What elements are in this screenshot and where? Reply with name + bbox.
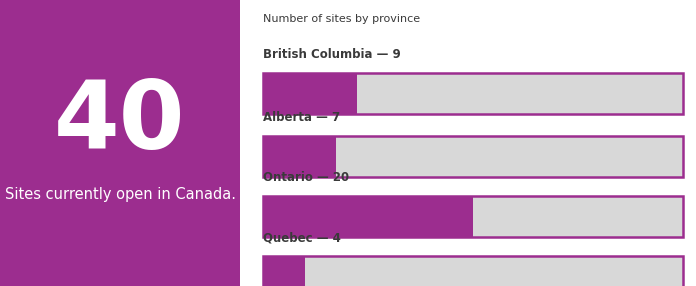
Text: 40: 40: [54, 77, 186, 169]
Text: Number of sites by province: Number of sites by province: [263, 14, 420, 24]
Text: Alberta — 7: Alberta — 7: [263, 112, 340, 124]
Text: Sites currently open in Canada.: Sites currently open in Canada.: [5, 187, 235, 202]
Bar: [263, 73, 357, 114]
Bar: [263, 73, 683, 114]
Text: Ontario — 20: Ontario — 20: [263, 172, 349, 184]
Bar: [263, 196, 683, 237]
Text: British Columbia — 9: British Columbia — 9: [263, 49, 401, 61]
Bar: [263, 256, 305, 286]
Bar: [263, 136, 336, 177]
Bar: [263, 136, 683, 177]
Text: Quebec — 4: Quebec — 4: [263, 232, 341, 245]
Bar: [263, 256, 683, 286]
Bar: [263, 196, 473, 237]
